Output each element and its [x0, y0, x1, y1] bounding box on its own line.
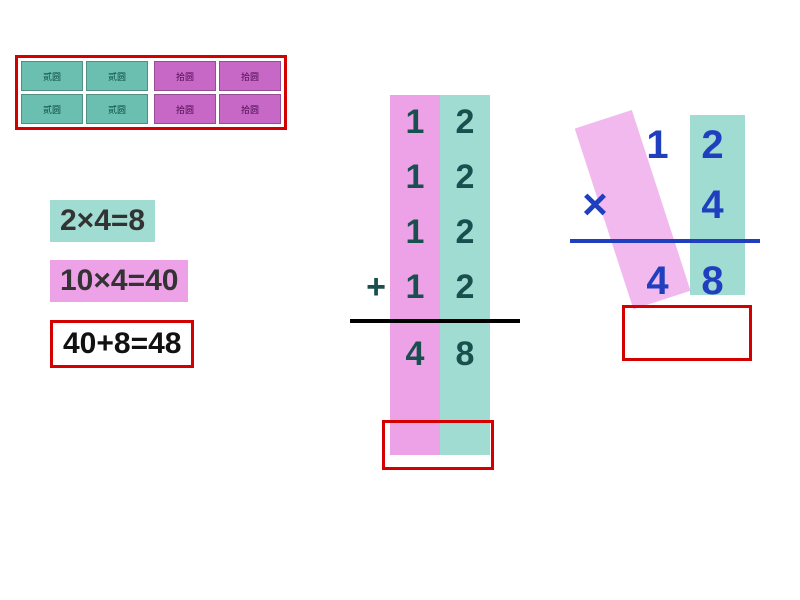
- ones-digit: 2: [440, 268, 490, 307]
- banknote-box: 贰圆 贰圆 贰圆 贰圆 拾圆 拾圆 拾圆 拾圆: [15, 55, 287, 130]
- tens-digit: 1: [390, 103, 440, 142]
- banknote-teal: 贰圆: [21, 61, 83, 91]
- product-row: 4 8: [560, 251, 780, 311]
- ones-digit: 2: [685, 123, 740, 168]
- sum-highlight-box: [382, 420, 494, 470]
- addend-row: 1 2: [340, 205, 550, 260]
- addition-line: [350, 319, 520, 323]
- magenta-notes-group: 拾圆 拾圆 拾圆 拾圆: [151, 58, 284, 127]
- sum-row: 4 8: [340, 327, 550, 382]
- tens-digit: 1: [390, 213, 440, 252]
- multiplication-line: [570, 239, 760, 243]
- ones-digit: 2: [440, 213, 490, 252]
- product-highlight-box: [622, 305, 752, 361]
- addend-row: 1 2: [340, 95, 550, 150]
- equation-tens: 10×4=40: [50, 260, 188, 302]
- banknote-magenta: 拾圆: [154, 94, 216, 124]
- ones-digit: 8: [685, 259, 740, 304]
- banknote-teal: 贰圆: [86, 94, 148, 124]
- tens-digit: 4: [630, 259, 685, 304]
- addend-row: 1 2: [340, 150, 550, 205]
- addend-row: + 1 2: [340, 260, 550, 315]
- plus-sign: +: [340, 268, 390, 307]
- multiplicand-row: 1 2: [560, 115, 780, 175]
- ones-digit: 8: [440, 335, 490, 374]
- teal-notes-group: 贰圆 贰圆 贰圆 贰圆: [18, 58, 151, 127]
- tens-digit: 1: [390, 158, 440, 197]
- ones-digit: 4: [685, 183, 740, 228]
- tens-digit: 1: [390, 268, 440, 307]
- ones-digit: 2: [440, 158, 490, 197]
- times-sign: ×: [560, 180, 630, 230]
- equation-total: 40+8=48: [50, 320, 194, 368]
- banknote-teal: 贰圆: [86, 61, 148, 91]
- banknote-magenta: 拾圆: [219, 61, 281, 91]
- banknote-magenta: 拾圆: [219, 94, 281, 124]
- column-addition: 1 2 1 2 1 2 + 1 2 4 8: [340, 95, 550, 382]
- tens-digit: 4: [390, 335, 440, 374]
- multiplier-row: × 4: [560, 175, 780, 235]
- column-multiplication: 1 2 × 4 4 8: [560, 115, 780, 311]
- banknote-magenta: 拾圆: [154, 61, 216, 91]
- tens-digit: 1: [630, 123, 685, 168]
- ones-digit: 2: [440, 103, 490, 142]
- equation-ones: 2×4=8: [50, 200, 155, 242]
- banknote-teal: 贰圆: [21, 94, 83, 124]
